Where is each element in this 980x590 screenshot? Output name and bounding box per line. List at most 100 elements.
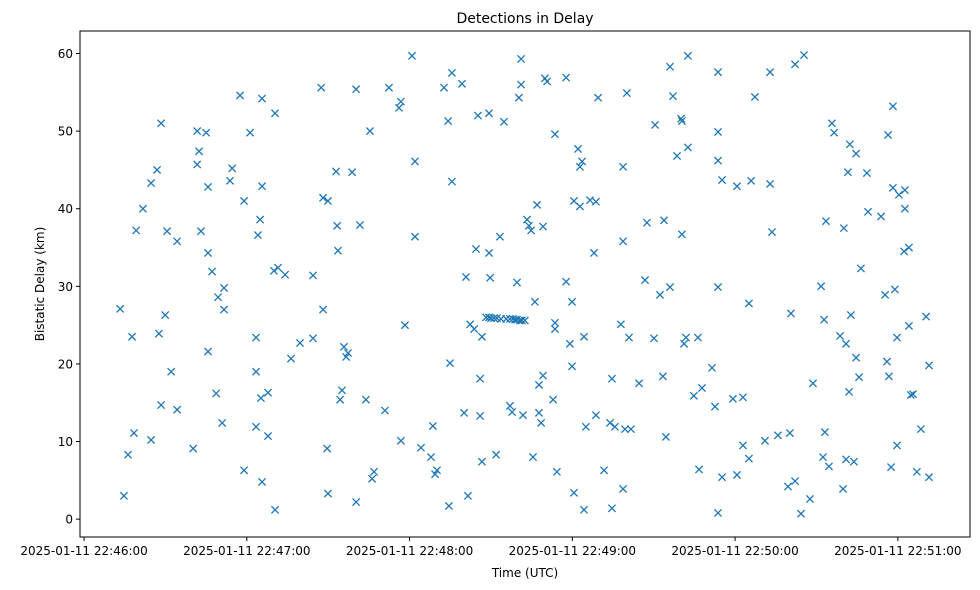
data-point: [444, 501, 453, 511]
data-point: [846, 310, 855, 320]
data-point: [499, 117, 509, 126]
data-point: [849, 457, 858, 466]
data-point: [824, 462, 834, 471]
chart-title: Detections in Delay: [456, 11, 593, 27]
data-point: [407, 51, 417, 60]
data-point: [658, 372, 667, 381]
data-point: [681, 333, 691, 342]
data-point: [257, 94, 267, 103]
data-point: [147, 435, 156, 445]
data-point: [817, 282, 826, 291]
y-tick-label: 20: [58, 357, 73, 371]
data-point: [365, 127, 375, 136]
data-point: [852, 353, 861, 362]
data-point: [626, 425, 635, 434]
data-point: [890, 285, 899, 294]
data-point: [476, 374, 485, 383]
data-point: [522, 215, 532, 224]
data-point: [154, 329, 163, 338]
data-point: [492, 450, 501, 459]
data-point: [263, 388, 273, 397]
data-point: [486, 273, 495, 282]
data-point: [431, 470, 440, 479]
data-point: [339, 342, 348, 351]
data-point: [579, 505, 589, 514]
data-point: [502, 314, 511, 323]
data-point: [152, 165, 162, 174]
data-point: [308, 271, 318, 280]
data-point: [568, 362, 577, 371]
x-axis-ticks: 2025-01-11 22:46:00 2025-01-11 22:47:00 20…: [20, 537, 962, 558]
data-point: [887, 463, 896, 472]
data-point: [189, 444, 198, 453]
data-point: [470, 324, 479, 334]
data-point: [147, 179, 156, 188]
data-point: [196, 227, 206, 236]
data-point: [157, 401, 166, 410]
data-point: [343, 349, 353, 358]
data-point: [246, 128, 255, 137]
data-point: [900, 186, 909, 195]
data-point: [173, 237, 182, 246]
data-point: [484, 109, 494, 118]
data-point: [841, 339, 851, 348]
data-point: [550, 318, 560, 327]
data-point: [202, 128, 211, 137]
data-point: [827, 119, 836, 128]
data-point: [565, 339, 574, 348]
x-tick-label: 2025-01-11 22:49:00: [509, 544, 636, 558]
data-point: [457, 79, 466, 88]
data-point: [713, 127, 723, 136]
data-point: [384, 83, 394, 92]
data-point: [323, 489, 332, 498]
data-point: [530, 297, 539, 306]
data-point: [888, 183, 898, 192]
data-point: [852, 149, 861, 158]
data-point: [619, 484, 628, 493]
data-point: [428, 421, 437, 431]
data-point: [710, 402, 720, 411]
data-point: [573, 144, 583, 154]
data-point: [286, 354, 296, 363]
data-point: [894, 190, 903, 199]
data-point: [622, 89, 631, 98]
data-point: [808, 379, 818, 388]
data-point: [713, 508, 723, 518]
y-axis-ticks: 0 10 20 30 40 50 60: [58, 47, 80, 527]
data-point: [677, 230, 686, 239]
data-point: [352, 85, 361, 94]
data-point: [665, 283, 675, 292]
data-point: [534, 380, 544, 389]
data-point: [620, 425, 630, 434]
data-point: [543, 77, 552, 86]
data-point: [161, 310, 170, 320]
data-point: [355, 220, 364, 230]
data-points: [116, 50, 934, 518]
data-point: [585, 196, 595, 205]
data-point: [607, 374, 616, 383]
data-point: [251, 422, 261, 431]
y-tick-label: 10: [58, 435, 73, 449]
data-point: [610, 422, 619, 431]
data-point: [203, 347, 213, 356]
data-point: [193, 127, 202, 136]
data-point: [219, 305, 229, 314]
data-point: [476, 411, 485, 420]
data-point: [578, 157, 587, 166]
data-point: [167, 367, 176, 376]
data-point: [318, 193, 328, 202]
data-point: [882, 357, 892, 366]
data-point: [856, 264, 866, 273]
data-point: [336, 395, 345, 404]
data-point: [799, 50, 809, 60]
data-point: [538, 222, 548, 231]
data-point: [649, 334, 659, 343]
data-point: [461, 272, 471, 282]
data-point: [193, 160, 202, 169]
data-point: [477, 332, 487, 341]
data-point: [783, 482, 793, 491]
data-point: [533, 200, 542, 209]
data-point: [517, 54, 526, 63]
data-point: [534, 408, 544, 417]
data-point: [138, 204, 147, 213]
